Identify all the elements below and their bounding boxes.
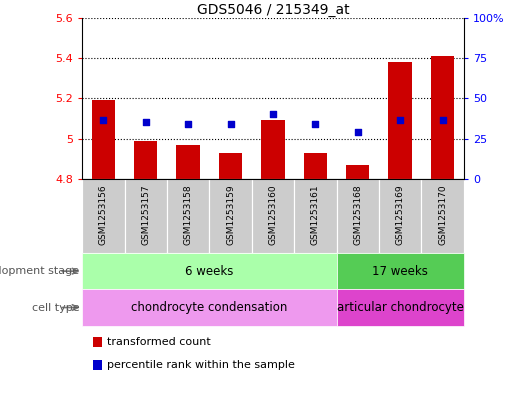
Text: GSM1253170: GSM1253170	[438, 184, 447, 245]
Point	[354, 129, 362, 136]
Point	[438, 117, 447, 123]
Bar	[431, 56, 454, 179]
Bar	[261, 120, 285, 179]
Text: percentile rank within the sample: percentile rank within the sample	[107, 360, 294, 371]
Text: cell type: cell type	[32, 303, 80, 312]
Bar	[421, 179, 464, 253]
Text: chondrocyte condensation: chondrocyte condensation	[131, 301, 288, 314]
Text: GSM1253168: GSM1253168	[354, 184, 362, 245]
Point	[311, 121, 320, 128]
Text: GSM1253157: GSM1253157	[142, 184, 150, 245]
Bar	[219, 152, 242, 179]
Bar	[337, 289, 464, 326]
Bar	[388, 62, 412, 179]
Bar	[134, 141, 157, 179]
Bar	[176, 145, 200, 179]
Bar	[209, 179, 252, 253]
Title: GDS5046 / 215349_at: GDS5046 / 215349_at	[197, 3, 349, 17]
Bar	[252, 179, 294, 253]
Bar	[92, 100, 115, 179]
Bar	[82, 179, 125, 253]
Text: transformed count: transformed count	[107, 337, 210, 347]
Bar	[379, 179, 421, 253]
Bar	[337, 179, 379, 253]
Point	[184, 121, 192, 128]
Text: articular chondrocyte: articular chondrocyte	[337, 301, 464, 314]
Text: GSM1253159: GSM1253159	[226, 184, 235, 245]
Bar	[82, 289, 337, 326]
Bar	[294, 179, 337, 253]
Bar	[125, 179, 167, 253]
Text: GSM1253156: GSM1253156	[99, 184, 108, 245]
Bar	[337, 253, 464, 289]
Text: GSM1253160: GSM1253160	[269, 184, 277, 245]
Point	[99, 117, 108, 123]
Point	[142, 119, 150, 125]
Text: 6 weeks: 6 weeks	[185, 264, 234, 278]
Text: GSM1253161: GSM1253161	[311, 184, 320, 245]
Point	[269, 111, 277, 118]
Bar	[346, 165, 369, 179]
Bar	[82, 253, 337, 289]
Text: 17 weeks: 17 weeks	[372, 264, 428, 278]
Bar	[167, 179, 209, 253]
Point	[396, 117, 404, 123]
Text: development stage: development stage	[0, 266, 80, 276]
Bar	[304, 152, 327, 179]
Text: GSM1253158: GSM1253158	[184, 184, 192, 245]
Text: GSM1253169: GSM1253169	[396, 184, 404, 245]
Point	[226, 121, 235, 128]
